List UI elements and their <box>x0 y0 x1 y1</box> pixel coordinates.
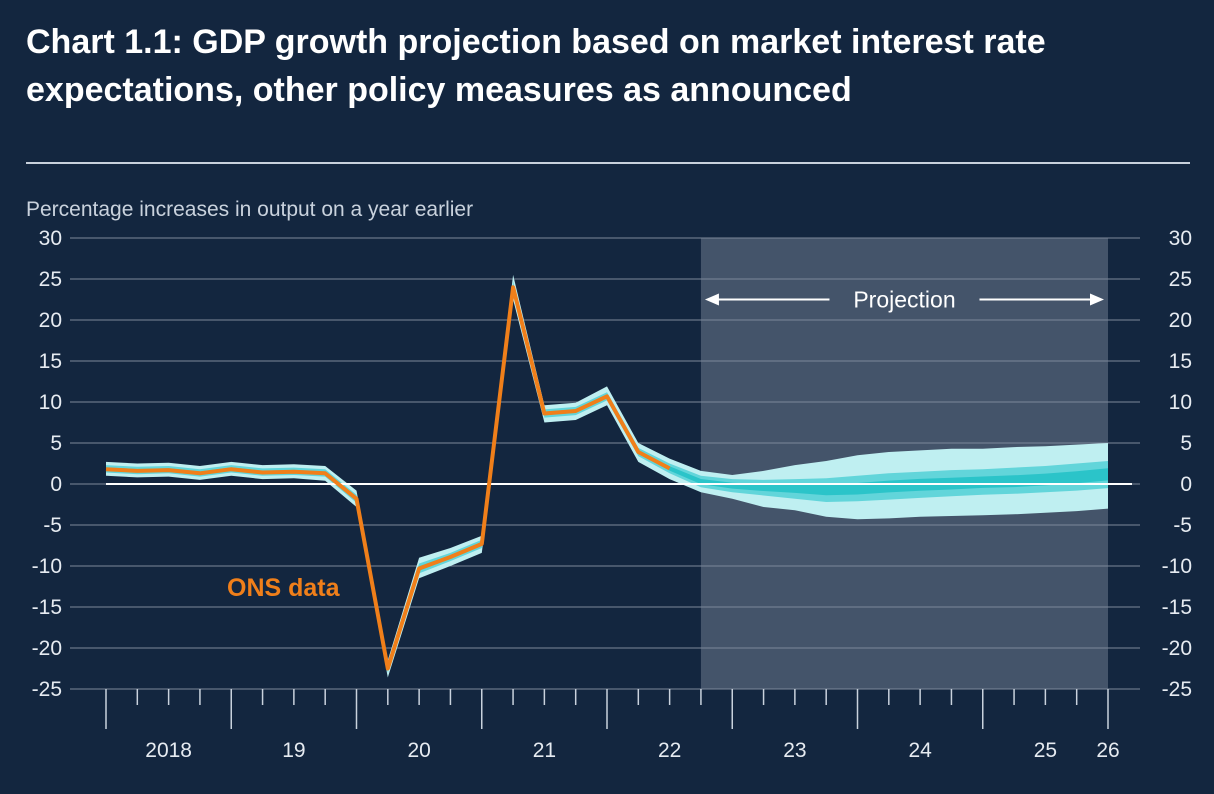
ons-data-line <box>105 285 671 671</box>
x-tick-label: 25 <box>1034 739 1057 762</box>
y-tick-label-left: 25 <box>39 268 62 291</box>
x-tick-label: 2018 <box>145 739 192 762</box>
y-axis-label: Percentage increases in output on a year… <box>26 198 473 221</box>
y-tick-label-left: 20 <box>39 309 62 332</box>
x-tick-label: 19 <box>282 739 305 762</box>
y-tick-label-left: -20 <box>32 637 62 660</box>
projection-arrow-left-head <box>704 293 719 306</box>
y-tick-label-right: -25 <box>1162 678 1192 701</box>
y-tick-label-left: -15 <box>32 596 62 619</box>
y-tick-label-right: 5 <box>1180 432 1192 455</box>
y-tick-label-right: -20 <box>1162 637 1192 660</box>
y-tick-label-right: 0 <box>1180 473 1192 496</box>
x-tick-label: 21 <box>533 739 556 762</box>
y-tick-label-left: -10 <box>32 555 62 578</box>
x-tick-label: 23 <box>783 739 806 762</box>
y-tick-label-right: -5 <box>1173 514 1192 537</box>
y-tick-label-left: 5 <box>50 432 62 455</box>
y-tick-label-right: 30 <box>1169 227 1192 250</box>
y-tick-label-right: 10 <box>1169 391 1192 414</box>
y-tick-label-left: 15 <box>39 350 62 373</box>
y-tick-label-left: 10 <box>39 391 62 414</box>
y-tick-label-right: -10 <box>1162 555 1192 578</box>
x-tick-label: 24 <box>908 739 932 762</box>
y-tick-label-right: -15 <box>1162 596 1192 619</box>
projection-arrow-right-head <box>1090 293 1104 306</box>
title-divider <box>26 162 1190 164</box>
y-tick-label-left: -5 <box>43 514 62 537</box>
y-tick-label-left: 30 <box>39 227 62 250</box>
y-tick-label-right: 15 <box>1169 350 1192 373</box>
projection-label: Projection <box>853 287 955 313</box>
chart-title: Chart 1.1: GDP growth projection based o… <box>26 23 1046 109</box>
x-tick-label: 26 <box>1096 739 1119 762</box>
x-tick-label: 22 <box>658 739 681 762</box>
y-tick-label-left: 0 <box>50 473 62 496</box>
fan-inner-band <box>106 281 1108 673</box>
x-tick-label: 20 <box>407 739 430 762</box>
y-tick-label-right: 25 <box>1169 268 1192 291</box>
y-tick-label-left: -25 <box>32 678 62 701</box>
y-tick-label-right: 20 <box>1169 309 1192 332</box>
ons-data-annotation: ONS data <box>227 574 341 602</box>
